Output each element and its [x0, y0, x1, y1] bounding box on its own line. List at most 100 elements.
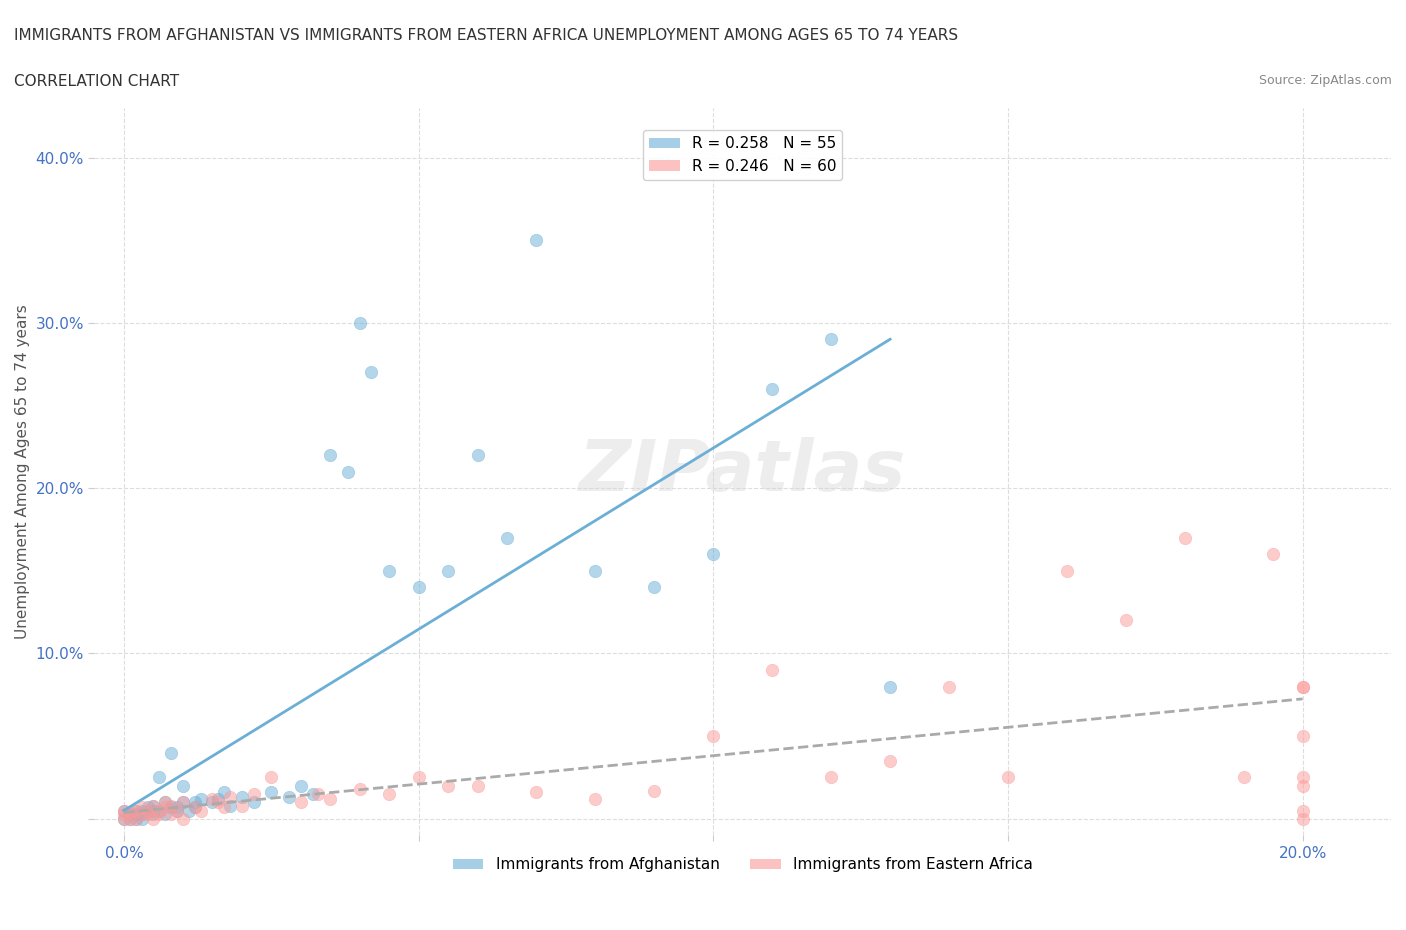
Immigrants from Afghanistan	[136, 804, 159, 818]
Immigrants from Eastern Africa	[1291, 679, 1313, 694]
Immigrants from Eastern Africa	[408, 770, 430, 785]
Immigrants from Afghanistan	[219, 798, 242, 813]
Immigrants from Afghanistan	[201, 795, 224, 810]
Immigrants from Eastern Africa	[997, 770, 1019, 785]
Immigrants from Afghanistan	[290, 778, 312, 793]
Immigrants from Afghanistan	[242, 795, 264, 810]
Immigrants from Eastern Africa	[153, 795, 176, 810]
Immigrants from Afghanistan	[278, 790, 301, 804]
Immigrants from Eastern Africa	[307, 787, 329, 802]
Immigrants from Afghanistan	[131, 811, 153, 826]
Immigrants from Eastern Africa	[131, 800, 153, 815]
Text: ZIPatlas: ZIPatlas	[579, 437, 907, 506]
Immigrants from Eastern Africa	[142, 811, 165, 826]
Immigrants from Afghanistan	[153, 806, 176, 821]
Immigrants from Afghanistan	[142, 804, 165, 818]
Immigrants from Afghanistan	[583, 564, 606, 578]
Immigrants from Eastern Africa	[160, 798, 183, 813]
Immigrants from Afghanistan	[212, 785, 235, 800]
Text: IMMIGRANTS FROM AFGHANISTAN VS IMMIGRANTS FROM EASTERN AFRICA UNEMPLOYMENT AMONG: IMMIGRANTS FROM AFGHANISTAN VS IMMIGRANT…	[14, 28, 957, 43]
Immigrants from Afghanistan	[112, 811, 135, 826]
Immigrants from Afghanistan	[148, 770, 170, 785]
Immigrants from Eastern Africa	[231, 798, 253, 813]
Immigrants from Afghanistan	[142, 806, 165, 821]
Immigrants from Afghanistan	[820, 332, 842, 347]
Immigrants from Afghanistan	[183, 795, 205, 810]
Immigrants from Eastern Africa	[437, 778, 460, 793]
Immigrants from Afghanistan	[761, 381, 783, 396]
Immigrants from Afghanistan	[160, 745, 183, 760]
Immigrants from Eastern Africa	[118, 804, 141, 819]
Immigrants from Eastern Africa	[260, 770, 283, 785]
Immigrants from Eastern Africa	[172, 811, 194, 826]
Immigrants from Eastern Africa	[1056, 564, 1078, 578]
Immigrants from Eastern Africa	[242, 787, 264, 802]
Immigrants from Eastern Africa	[378, 787, 401, 802]
Immigrants from Eastern Africa	[1233, 770, 1256, 785]
Immigrants from Afghanistan	[142, 798, 165, 813]
Immigrants from Afghanistan	[172, 778, 194, 793]
Immigrants from Eastern Africa	[153, 800, 176, 815]
Immigrants from Afghanistan	[378, 564, 401, 578]
Immigrants from Eastern Africa	[319, 791, 342, 806]
Immigrants from Afghanistan	[643, 580, 665, 595]
Legend: Immigrants from Afghanistan, Immigrants from Eastern Africa: Immigrants from Afghanistan, Immigrants …	[447, 851, 1039, 879]
Immigrants from Eastern Africa	[1291, 679, 1313, 694]
Immigrants from Eastern Africa	[1291, 729, 1313, 744]
Immigrants from Eastern Africa	[112, 804, 135, 818]
Immigrants from Afghanistan	[496, 530, 519, 545]
Immigrants from Afghanistan	[260, 785, 283, 800]
Immigrants from Eastern Africa	[761, 662, 783, 677]
Immigrants from Afghanistan	[160, 800, 183, 815]
Immigrants from Eastern Africa	[820, 770, 842, 785]
Immigrants from Afghanistan	[131, 804, 153, 818]
Immigrants from Afghanistan	[207, 791, 229, 806]
Immigrants from Afghanistan	[118, 811, 141, 826]
Immigrants from Eastern Africa	[160, 806, 183, 821]
Immigrants from Eastern Africa	[207, 795, 229, 810]
Immigrants from Eastern Africa	[148, 804, 170, 818]
Immigrants from Eastern Africa	[201, 791, 224, 806]
Immigrants from Eastern Africa	[172, 795, 194, 810]
Immigrants from Afghanistan	[879, 679, 901, 694]
Immigrants from Eastern Africa	[1291, 804, 1313, 818]
Immigrants from Eastern Africa	[183, 800, 205, 815]
Immigrants from Eastern Africa	[219, 790, 242, 804]
Immigrants from Afghanistan	[231, 790, 253, 804]
Immigrants from Eastern Africa	[125, 811, 148, 826]
Immigrants from Eastern Africa	[148, 806, 170, 821]
Immigrants from Eastern Africa	[212, 800, 235, 815]
Immigrants from Afghanistan	[526, 232, 548, 247]
Immigrants from Afghanistan	[166, 804, 188, 818]
Immigrants from Eastern Africa	[879, 753, 901, 768]
Immigrants from Eastern Africa	[938, 679, 960, 694]
Immigrants from Afghanistan	[183, 800, 205, 815]
Text: Source: ZipAtlas.com: Source: ZipAtlas.com	[1258, 74, 1392, 87]
Immigrants from Afghanistan	[148, 804, 170, 818]
Immigrants from Afghanistan	[118, 806, 141, 821]
Immigrants from Afghanistan	[166, 800, 188, 815]
Immigrants from Afghanistan	[301, 787, 323, 802]
Immigrants from Afghanistan	[702, 547, 724, 562]
Immigrants from Eastern Africa	[136, 804, 159, 818]
Immigrants from Afghanistan	[125, 806, 148, 821]
Y-axis label: Unemployment Among Ages 65 to 74 years: Unemployment Among Ages 65 to 74 years	[15, 304, 30, 639]
Immigrants from Afghanistan	[125, 804, 148, 818]
Immigrants from Afghanistan	[319, 447, 342, 462]
Immigrants from Eastern Africa	[1291, 811, 1313, 826]
Immigrants from Eastern Africa	[467, 778, 489, 793]
Immigrants from Eastern Africa	[136, 806, 159, 821]
Immigrants from Eastern Africa	[1291, 770, 1313, 785]
Immigrants from Afghanistan	[336, 464, 359, 479]
Immigrants from Eastern Africa	[112, 806, 135, 821]
Immigrants from Eastern Africa	[166, 804, 188, 818]
Immigrants from Eastern Africa	[1291, 778, 1313, 793]
Immigrants from Afghanistan	[360, 365, 382, 380]
Immigrants from Afghanistan	[437, 564, 460, 578]
Immigrants from Eastern Africa	[526, 785, 548, 800]
Immigrants from Afghanistan	[177, 804, 200, 818]
Immigrants from Afghanistan	[136, 800, 159, 815]
Immigrants from Eastern Africa	[702, 729, 724, 744]
Immigrants from Afghanistan	[467, 447, 489, 462]
Immigrants from Eastern Africa	[1115, 613, 1137, 628]
